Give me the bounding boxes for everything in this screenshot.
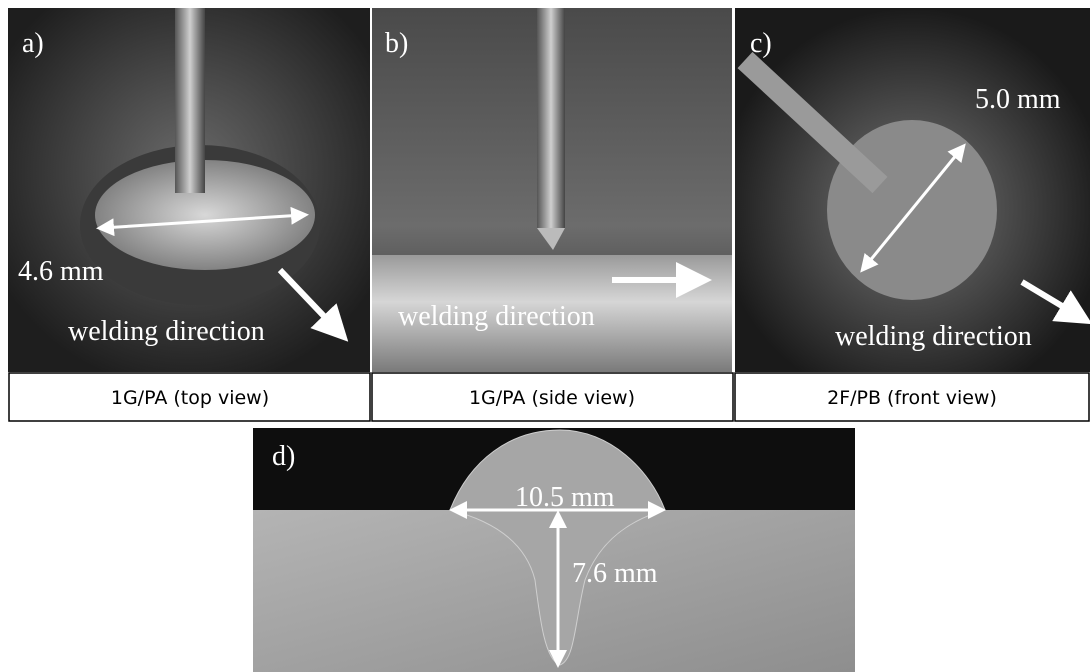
- caption: 1G/PA (side view): [469, 387, 635, 409]
- panel-label: d): [272, 441, 295, 472]
- caption: 1G/PA (top view): [111, 387, 269, 409]
- direction-label: welding direction: [398, 301, 595, 332]
- direction-label: welding direction: [835, 321, 1032, 352]
- page: {"panels": [ {"label": "a)", "measure": …: [0, 0, 1090, 672]
- electrode: [537, 8, 565, 228]
- panel-c: c) 5.0 mm welding direction: [735, 8, 1090, 372]
- panel-d: d) 10.5 mm 7.6 mm: [253, 428, 855, 672]
- electrode: [175, 8, 205, 193]
- direction-label: welding direction: [68, 316, 265, 347]
- measure-label: 4.6 mm: [18, 256, 104, 287]
- caption: 2F/PB (front view): [827, 387, 997, 409]
- figure: a) 4.6 mm welding direction b) welding d…: [0, 0, 1090, 672]
- panel-label: c): [750, 28, 772, 59]
- depth-label: 7.6 mm: [572, 558, 658, 589]
- captions: 1G/PA (top view) 1G/PA (side view) 2F/PB…: [9, 373, 1089, 421]
- width-label: 10.5 mm: [515, 482, 615, 513]
- panel-b: b) welding direction: [372, 8, 732, 372]
- panel-a: a) 4.6 mm welding direction: [8, 8, 370, 372]
- measure-label: 5.0 mm: [975, 84, 1061, 115]
- panel-label: b): [385, 28, 408, 59]
- panel-label: a): [22, 28, 44, 59]
